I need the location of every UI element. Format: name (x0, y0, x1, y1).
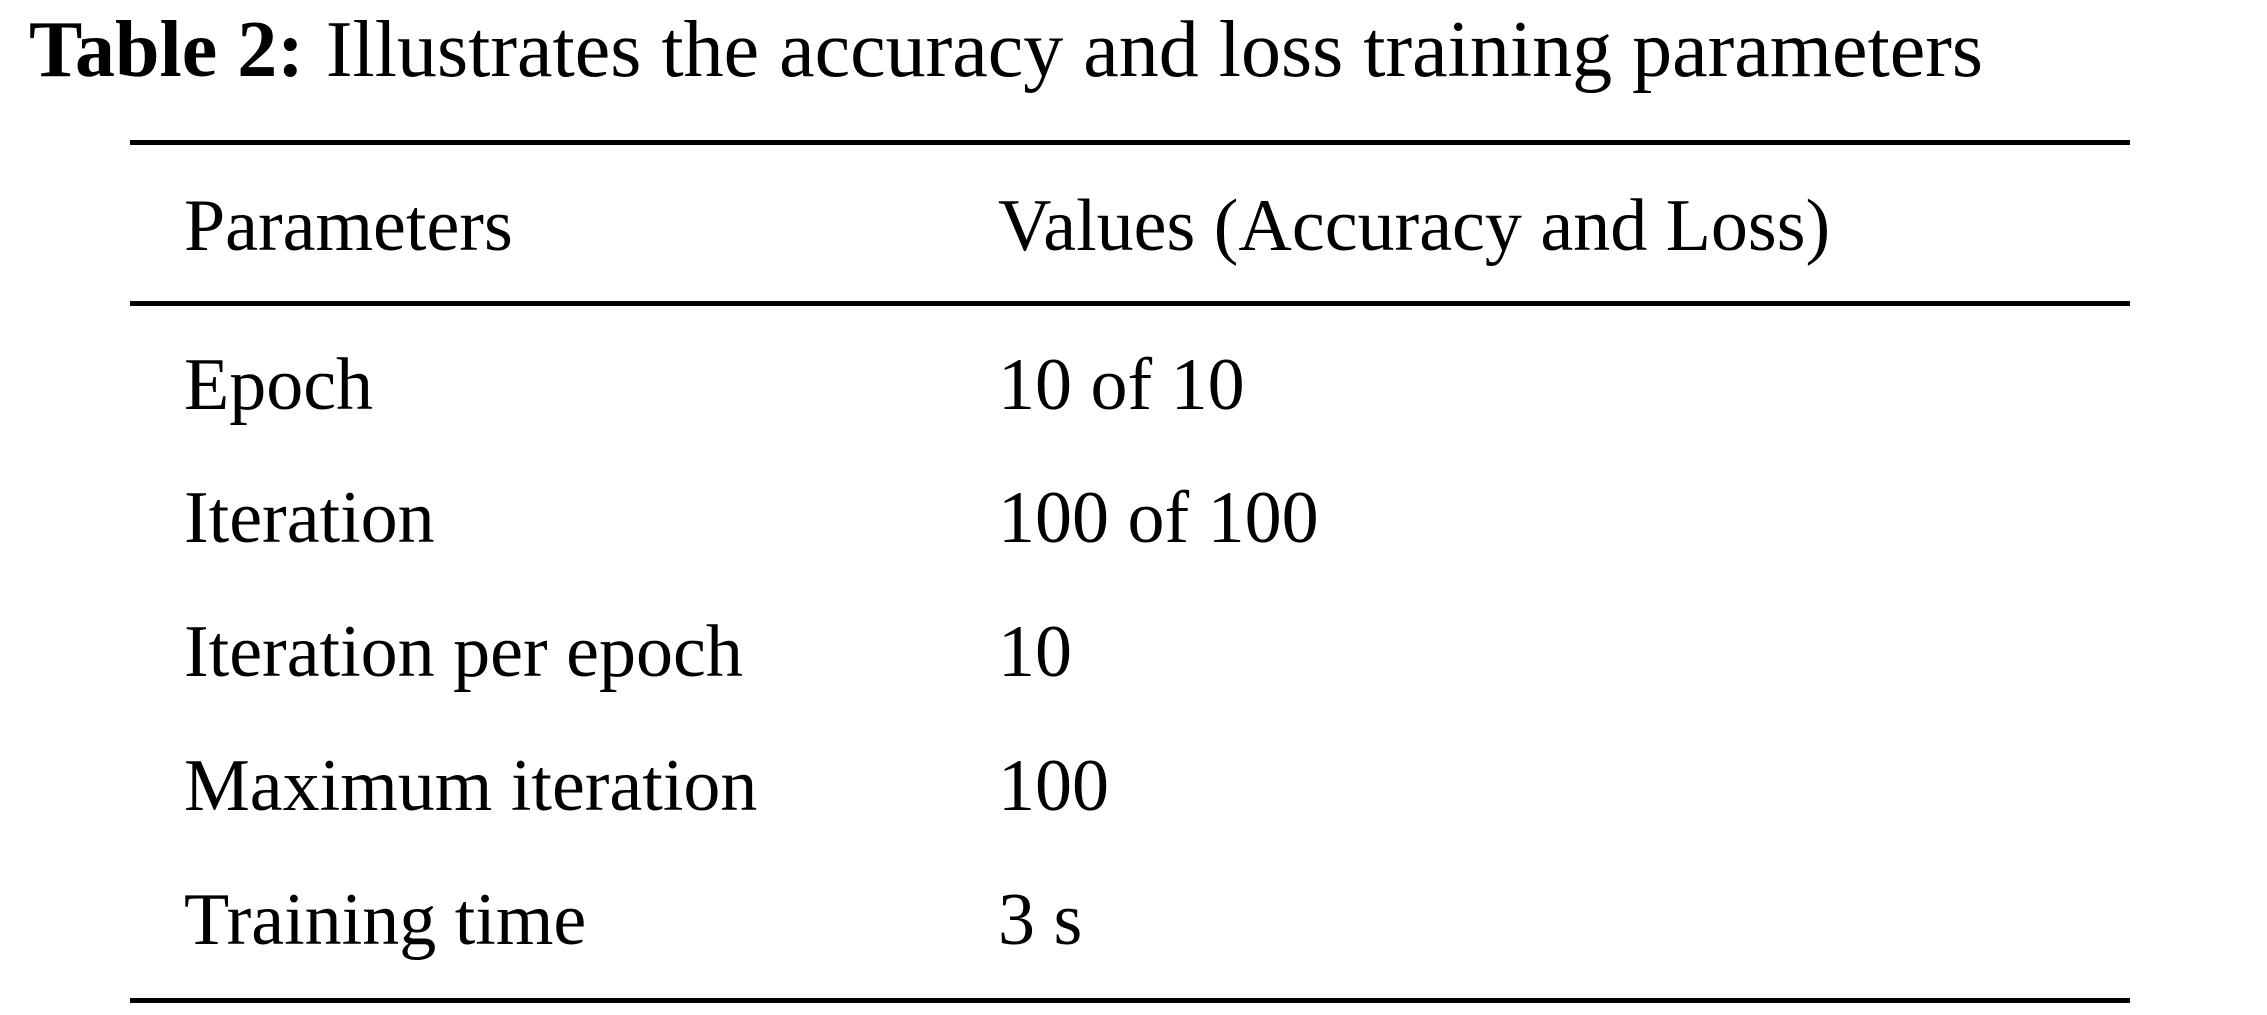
parameter-cell: Iteration (184, 477, 435, 559)
table-caption: Table 2: Illustrates the accuracy and los… (29, 10, 1983, 90)
value-cell: 10 (998, 611, 1072, 693)
top-rule (130, 140, 2130, 145)
mid-rule (130, 301, 2130, 306)
parameter-cell: Training time (184, 879, 587, 961)
value-cell: 100 of 100 (998, 477, 1319, 559)
header-cell: Values (Accuracy and Loss) (998, 185, 1831, 267)
value-cell: 3 s (998, 879, 1083, 961)
parameter-cell: Epoch (184, 344, 374, 426)
bottom-rule (130, 998, 2130, 1003)
parameter-cell: Iteration per epoch (184, 611, 743, 693)
caption-label: Table 2: (29, 6, 304, 94)
value-cell: 10 of 10 (998, 344, 1245, 426)
header-cell: Parameters (184, 185, 513, 267)
value-cell: 100 (998, 745, 1109, 827)
parameter-cell: Maximum iteration (184, 745, 758, 827)
caption-text: Illustrates the accuracy and loss traini… (325, 6, 1983, 94)
